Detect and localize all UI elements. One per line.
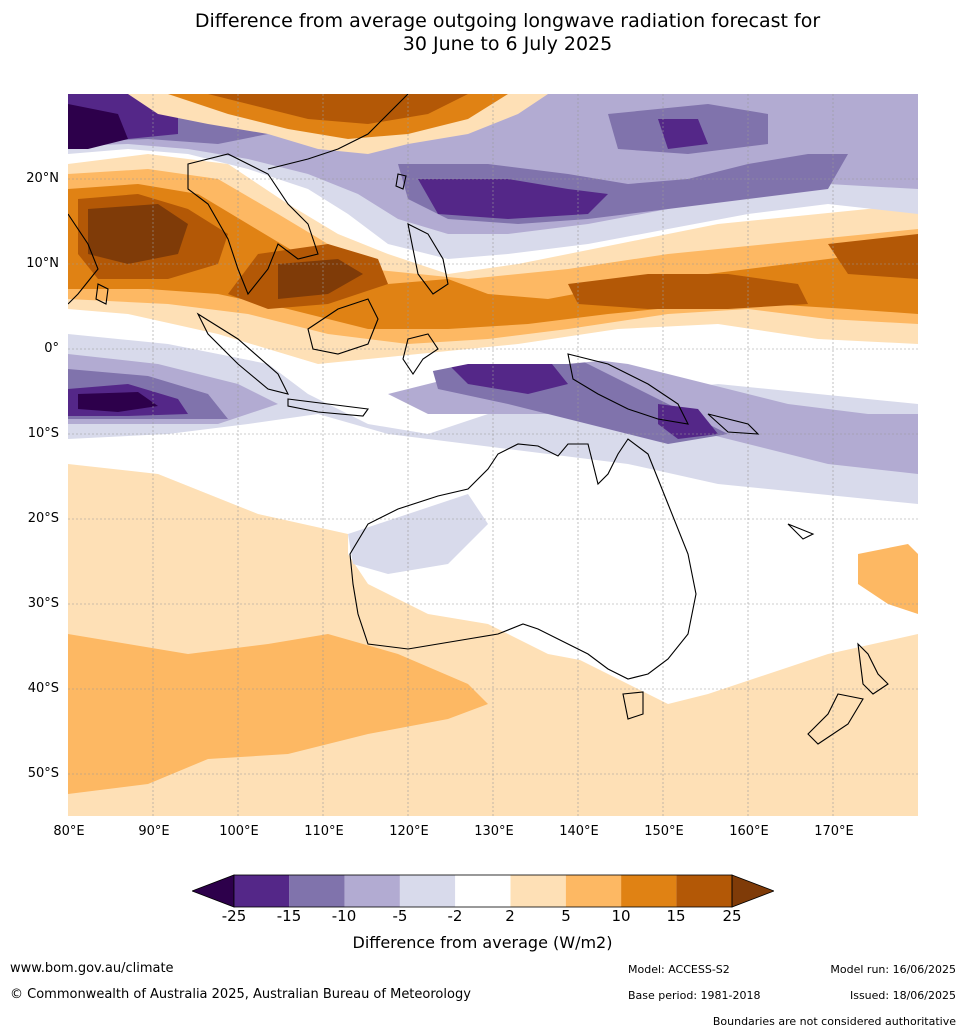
colorbar-segment-10-15: [621, 875, 677, 907]
colorbar-segment-above-25: [731, 874, 774, 908]
lon-label-160e: 160°E: [729, 824, 769, 839]
lat-label-10s: 10°S: [27, 426, 59, 441]
lon-label-170e: 170°E: [814, 824, 854, 839]
copyright-text: © Commonwealth of Australia 2025, Austra…: [10, 987, 471, 1002]
lat-label-30s: 30°S: [27, 596, 59, 611]
coastline-mainland-se-asia: [187, 153, 319, 296]
coastline-new-zealand-north: [857, 642, 889, 695]
lat-label-20s: 20°S: [27, 511, 59, 526]
coastline-philippines: [407, 223, 449, 295]
coastline-borneo: [307, 298, 379, 355]
anomaly-region-south-mid-orange-1: [68, 634, 488, 794]
colorbar-tick-neg10: -10: [331, 907, 357, 925]
colorbar-tick-neg15: -15: [276, 907, 302, 925]
colorbar-tick-neg5: -5: [392, 907, 408, 925]
model-run-label: Model run: 16/06/2025: [830, 963, 956, 976]
lon-label-80e: 80°E: [53, 824, 85, 839]
colorbar-segment-5-10: [565, 875, 622, 907]
coastline-sulawesi: [402, 333, 439, 375]
lon-label-150e: 150°E: [644, 824, 684, 839]
anomaly-region-north-dark-purple-3: [658, 119, 708, 149]
lat-label-20n: 20°N: [26, 171, 59, 186]
coastlines: [68, 94, 889, 745]
colorbar-segment-neg5-neg2: [399, 875, 456, 907]
anomaly-region-equatorial-dark-purple-3: [658, 404, 718, 439]
lat-label-10n: 10°N: [26, 256, 59, 271]
colorbar-tick-2: 2: [505, 907, 515, 925]
issued-label: Issued: 18/06/2025: [849, 989, 956, 1002]
lat-label-40s: 40°S: [27, 681, 59, 696]
lat-label-0: 0°: [44, 341, 59, 356]
anomaly-region-north-darkest-brown: [88, 204, 188, 264]
coastline-australia: [349, 438, 697, 680]
colorbar-tick-neg25: -25: [221, 907, 247, 925]
colorbar-tick-15: 15: [666, 907, 686, 925]
colorbar-tick-5: 5: [561, 907, 571, 925]
coastline-sumatra: [196, 312, 290, 395]
coastline-taiwan: [395, 173, 407, 190]
coastline-java: [287, 398, 369, 417]
model-label: Model: ACCESS-S2: [628, 963, 730, 976]
coastline-new-caledonia: [787, 523, 815, 540]
coastline-tasmania: [622, 691, 644, 720]
olr-anomaly-map: [68, 94, 918, 816]
colorbar-segment-below-neg25: [192, 874, 235, 908]
colorbar-title: Difference from average (W/m2): [352, 933, 613, 952]
anomaly-region-north-darkest-brown-2: [278, 259, 363, 299]
lat-label-50s: 50°S: [27, 766, 59, 781]
map-title: Difference from average outgoing longwav…: [0, 10, 965, 56]
anomaly-region-australia-lavender: [348, 494, 488, 574]
coastline-china-coast: [267, 94, 409, 170]
lon-label-130e: 130°E: [474, 824, 514, 839]
anomaly-region-equatorial-deepest-purple: [78, 392, 158, 412]
colorbar-segment-neg10-neg5: [344, 875, 400, 907]
lon-label-90e: 90°E: [138, 824, 170, 839]
coastline-new-zealand-south: [807, 693, 864, 745]
colorbar-outline: [233, 874, 733, 908]
website-link[interactable]: www.bom.gov.au/climate: [10, 961, 174, 976]
coastline-sri-lanka: [95, 283, 109, 305]
anomaly-region-north-deepest-purple: [68, 104, 128, 149]
title-line-1: Difference from average outgoing longwav…: [194, 10, 821, 32]
colorbar-tick-10: 10: [611, 907, 631, 925]
colorbar-segment-2-5: [510, 875, 566, 907]
lon-label-100e: 100°E: [219, 824, 259, 839]
base-period-label: Base period: 1981-2018: [628, 989, 761, 1002]
coastline-solomon-islands: [707, 413, 760, 435]
colorbar: [192, 874, 774, 908]
colorbar-segment-neg25-neg15: [234, 875, 290, 907]
boundaries-note: Boundaries are not considered authoritat…: [712, 1015, 956, 1028]
graticule: [68, 94, 918, 816]
colorbar-segment-neg15-neg10: [289, 875, 345, 907]
lon-label-140e: 140°E: [559, 824, 599, 839]
lon-label-120e: 120°E: [389, 824, 429, 839]
colorbar-tick-25: 25: [722, 907, 742, 925]
anomaly-region-top-brown: [208, 94, 468, 124]
anomaly-region-north-brown-band-4: [828, 234, 918, 279]
lon-label-110e: 110°E: [304, 824, 344, 839]
anomaly-region-north-dark-purple-2: [418, 179, 608, 219]
map-svg: [68, 94, 918, 816]
coastline-new-guinea: [567, 353, 689, 425]
colorbar-segment-neg2-2: [455, 875, 511, 907]
title-line-2: 30 June to 6 July 2025: [402, 33, 613, 55]
anomaly-region-south-mid-orange-2: [858, 544, 918, 614]
colorbar-segment-15-25: [676, 875, 732, 907]
coastline-india-tip: [68, 213, 99, 305]
colorbar-tick-neg2: -2: [447, 907, 463, 925]
